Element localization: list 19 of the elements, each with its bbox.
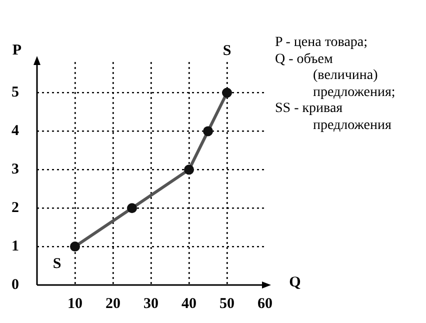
- x-tick-label: 20: [106, 296, 120, 312]
- x-axis-title: Q: [289, 274, 302, 290]
- y-axis-title: P: [12, 42, 22, 58]
- text: P - цена товара;: [275, 35, 369, 52]
- x-tick-label: 10: [68, 296, 82, 312]
- y-tick-label: 0: [12, 276, 19, 293]
- y-tick-label: 4: [12, 123, 20, 140]
- y-tick-label: 3: [12, 162, 19, 178]
- y-tick-label: 1: [12, 238, 19, 254]
- x-tick-label: 40: [182, 296, 196, 312]
- x-tick-label: 30: [144, 296, 158, 312]
- text: SS - кривая предложения: [275, 101, 392, 134]
- annotation: S: [52, 256, 62, 272]
- y-tick-label: 5: [12, 84, 19, 101]
- annotation: S: [222, 43, 232, 60]
- x-tick-label: 50: [220, 296, 234, 312]
- y-tick-label: 2: [12, 200, 19, 216]
- text: Q - объем (величина) предложения;: [275, 52, 396, 101]
- x-tick-label: 60: [258, 296, 272, 312]
